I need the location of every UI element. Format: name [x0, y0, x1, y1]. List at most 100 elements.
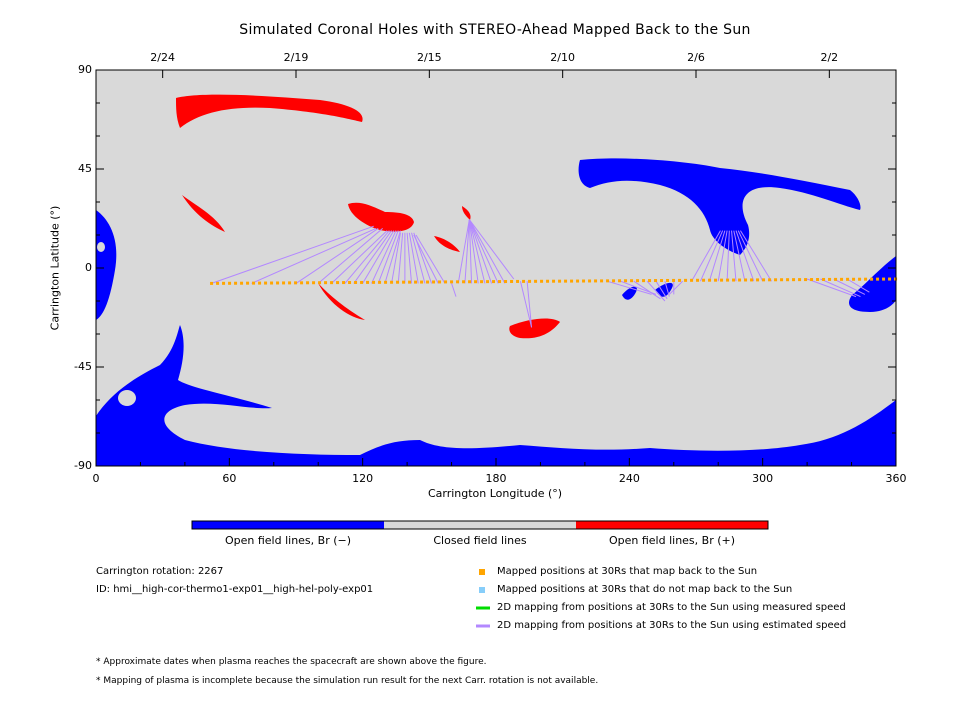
- mapped-position-point: [558, 279, 562, 283]
- mapped-position-point: [522, 279, 526, 283]
- mapped-position-point: [336, 281, 340, 285]
- mapped-position-point: [528, 279, 532, 283]
- mapped-position-point: [228, 281, 232, 285]
- mapping-line: [833, 278, 866, 295]
- mapped-position-point: [378, 280, 382, 284]
- mapped-position-point: [624, 279, 628, 283]
- mapping-line: [717, 230, 728, 282]
- mapped-position-point: [600, 279, 604, 283]
- x-tick-label: 0: [92, 472, 100, 485]
- mapping-line: [668, 280, 684, 295]
- y-tick-label: -90: [74, 459, 92, 472]
- small-coronal-hole-negative-a: [622, 286, 637, 300]
- date-tick-label: 2/2: [820, 51, 839, 64]
- mapped-position-point: [366, 280, 370, 284]
- mapping-line: [737, 230, 764, 282]
- mapping-line: [211, 225, 374, 284]
- mapped-position-point: [234, 281, 238, 285]
- mapped-position-point: [426, 280, 430, 284]
- east-limb-coronal-hole-negative: [849, 256, 896, 312]
- mapped-position-point: [462, 280, 466, 284]
- mapping-line: [406, 232, 413, 284]
- mapped-position-point: [360, 280, 364, 284]
- mapped-position-point: [702, 278, 706, 282]
- mapped-position-point: [330, 281, 334, 285]
- x-tick-label: 360: [885, 472, 907, 485]
- mapped-position-point: [444, 280, 448, 284]
- mapped-position-point: [660, 279, 664, 283]
- mapped-position-point: [498, 280, 502, 284]
- mapped-position-point: [672, 278, 676, 282]
- mapped-position-point: [888, 277, 892, 281]
- mapped-position-point: [546, 279, 550, 283]
- mapped-position-point: [858, 277, 862, 281]
- x-tick-label: 120: [352, 472, 374, 485]
- mapped-position-point: [438, 280, 442, 284]
- mapped-position-point: [270, 281, 274, 285]
- mapped-position-point: [786, 278, 790, 282]
- mapped-position-point: [588, 279, 592, 283]
- mapping-line: [377, 230, 399, 284]
- mapped-position-point: [312, 281, 316, 285]
- colorbar-label-positive: Open field lines, Br (+): [608, 534, 736, 547]
- mapped-position-point: [864, 277, 868, 281]
- mapping-line: [384, 230, 401, 284]
- date-tick-label: 2/19: [283, 51, 309, 64]
- mapping-line: [735, 230, 755, 282]
- mid-coronal-hole-positive: [348, 202, 414, 232]
- mapped-position-point: [408, 280, 412, 284]
- colorbar-negative: [192, 521, 384, 529]
- south-polar-hole-island: [118, 390, 136, 406]
- mapping-line: [655, 280, 668, 300]
- mapping-line: [468, 219, 493, 284]
- mapping-line: [411, 232, 426, 284]
- mapping-line: [344, 230, 390, 284]
- mapped-position-point: [474, 280, 478, 284]
- mapping-line: [317, 228, 383, 284]
- mapped-position-point: [504, 280, 508, 284]
- mapped-position-point: [258, 281, 262, 285]
- small-coronal-hole-positive-e: [509, 318, 560, 339]
- mapping-line: [606, 280, 652, 295]
- legend-label-measured-speed: 2D mapping from positions at 30Rs to the…: [497, 602, 846, 613]
- y-tick-label: 90: [78, 63, 92, 76]
- west-limb-hole-island: [97, 242, 105, 252]
- mapping-line: [464, 219, 470, 284]
- mapping-line: [726, 230, 730, 282]
- mapping-line: [846, 278, 870, 293]
- mapped-position-point: [456, 280, 460, 284]
- mapped-position-point: [384, 280, 388, 284]
- x-axis-title: Carrington Longitude (°): [427, 487, 563, 500]
- date-tick-label: 2/24: [150, 51, 176, 64]
- north-polar-coronal-hole-positive: [176, 94, 363, 128]
- mapping-line: [457, 219, 470, 284]
- mapped-position-point: [450, 280, 454, 284]
- north-coronal-hole-negative-large: [578, 158, 861, 255]
- mapped-position-point: [492, 280, 496, 284]
- mapped-position-point: [732, 278, 736, 282]
- mapped-position-point: [768, 278, 772, 282]
- mapping-line: [806, 278, 857, 298]
- mapping-line: [468, 219, 479, 284]
- mapped-position-point: [282, 281, 286, 285]
- mapped-position-point: [726, 278, 730, 282]
- mapped-position-point: [708, 278, 712, 282]
- chart-title: Simulated Coronal Holes with STEREO-Ahea…: [239, 22, 751, 38]
- mapped-position-point: [480, 280, 484, 284]
- colorbar-positive: [576, 521, 768, 529]
- mapped-position-point: [516, 279, 520, 283]
- mapping-line: [362, 230, 395, 284]
- mapped-position-point: [390, 280, 394, 284]
- mapping-line: [415, 234, 446, 284]
- mapped-position-point: [684, 278, 688, 282]
- mapped-position-point: [840, 277, 844, 281]
- mapped-position-point: [264, 281, 268, 285]
- mapped-position-point: [810, 278, 814, 282]
- mapped-position-point: [594, 279, 598, 283]
- legend-label-mapped: Mapped positions at 30Rs that map back t…: [497, 566, 758, 577]
- coronal-holes: [96, 94, 896, 466]
- mapped-position-point: [468, 280, 472, 284]
- mapped-position-point: [756, 278, 760, 282]
- mapping-line: [251, 227, 377, 284]
- mapping-line: [733, 230, 746, 282]
